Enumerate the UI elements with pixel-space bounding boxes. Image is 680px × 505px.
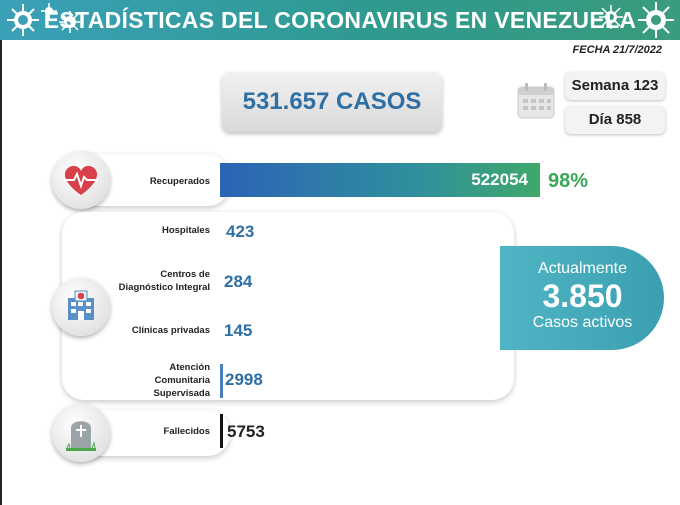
deaths-bar (220, 414, 223, 448)
day-badge: Día 858 (565, 106, 665, 134)
deaths-value: 5753 (227, 422, 265, 442)
cdi-value: 284 (224, 272, 252, 292)
active-cases-card (62, 212, 514, 400)
hospitales-value: 423 (226, 222, 254, 242)
hospital-icon-circle (52, 278, 110, 336)
total-cases-value: 531.657 CASOS (222, 72, 442, 132)
calendar-icon (516, 82, 556, 120)
week-badge: Semana 123 (565, 72, 665, 100)
acs-value: 2998 (225, 370, 263, 390)
recovered-icon-circle (52, 151, 110, 209)
recovered-percent: 98% (548, 170, 588, 193)
header-banner: ESTADÍSTICAS DEL CORONAVIRUS EN VENEZUEL… (0, 0, 680, 40)
deaths-label: Fallecidos (120, 425, 210, 438)
recovered-label: Recuperados (120, 175, 210, 188)
acs-label: Atención Comunitaria Supervisada (140, 361, 210, 400)
active-cases-badge: Actualmente 3.850 Casos activos (500, 246, 664, 350)
hospital-icon (52, 278, 110, 336)
deaths-icon-circle (52, 404, 110, 462)
left-border (0, 40, 2, 505)
recovered-bar: 522054 (220, 163, 540, 197)
hospitales-label: Hospitales (120, 224, 210, 237)
active-cases-subtitle: Casos activos (500, 314, 665, 332)
active-cases-title: Actualmente (500, 260, 665, 278)
acs-bar (220, 364, 223, 398)
recovered-value: 522054 (471, 163, 528, 197)
active-cases-number: 3.850 (500, 278, 665, 315)
clinicas-label: Clínicas privadas (120, 324, 210, 337)
cdi-label: Centros de Diagnóstico Integral (110, 268, 210, 294)
tombstone-icon (52, 404, 110, 462)
page-title: ESTADÍSTICAS DEL CORONAVIRUS EN VENEZUEL… (0, 0, 680, 40)
heart-pulse-icon (52, 151, 110, 209)
date-label: FECHA 21/7/2022 (573, 44, 662, 56)
clinicas-value: 145 (224, 321, 252, 341)
total-cases-box: 531.657 CASOS (222, 72, 442, 132)
